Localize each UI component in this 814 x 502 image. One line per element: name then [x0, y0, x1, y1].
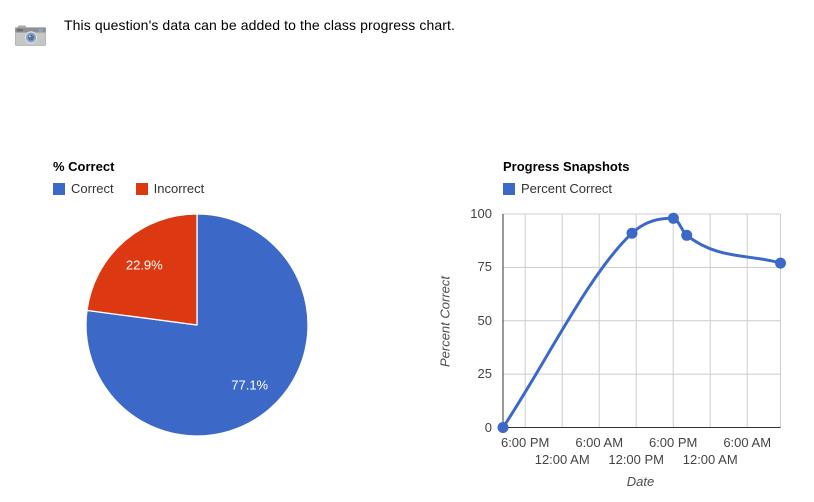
camera-viewfinder: [38, 28, 43, 32]
y-tick-label: 50: [477, 312, 492, 328]
data-point[interactable]: [775, 257, 786, 269]
data-point[interactable]: [667, 212, 679, 224]
data-point[interactable]: [497, 422, 509, 433]
camera-icon: [15, 25, 46, 46]
pie-slice-label: 77.1%: [231, 378, 268, 393]
data-point[interactable]: [626, 227, 638, 239]
pie-slice-incorrect[interactable]: [86, 213, 198, 326]
legend-label-correct: Correct: [71, 181, 114, 196]
y-tick-label: 100: [470, 206, 492, 221]
line-legend: Percent Correct: [503, 181, 612, 196]
camera-lens-glint: [28, 35, 31, 38]
x-tick-label: 6:00 PM: [500, 435, 550, 450]
legend-item-correct[interactable]: Correct: [53, 181, 114, 196]
legend-label-incorrect: Incorrect: [153, 181, 205, 196]
camera-detail: [17, 29, 23, 32]
legend-label-percent-correct: Percent Correct: [521, 181, 613, 196]
x-tick-label: 12:00 AM: [534, 452, 590, 467]
legend-swatch-correct: [53, 182, 65, 195]
line-chart-plot: [497, 212, 786, 433]
pie-chart-title: % Correct: [53, 159, 115, 174]
legend-swatch-incorrect: [135, 182, 148, 195]
pie-slice-label: 22.9%: [126, 257, 163, 272]
x-tick-label: 6:00 AM: [575, 435, 624, 450]
x-tick-label: 6:00 AM: [723, 435, 772, 450]
data-point[interactable]: [681, 229, 693, 241]
x-axis-title: Date: [626, 474, 655, 489]
pie-legend: Correct Incorrect: [53, 181, 204, 196]
line-chart-title: Progress Snapshots: [503, 159, 630, 174]
y-tick-label: 25: [477, 366, 492, 382]
legend-item-percent-correct[interactable]: Percent Correct: [503, 181, 612, 196]
x-tick-label: 6:00 PM: [648, 435, 698, 450]
legend-item-incorrect[interactable]: Incorrect: [135, 181, 205, 196]
legend-swatch-percent-correct: [503, 182, 515, 195]
intro-text: This question's data can be added to the…: [64, 17, 455, 33]
series-line-percent-correct: [501, 216, 782, 429]
x-tick-label: 12:00 AM: [682, 452, 738, 467]
y-tick-label: 0: [484, 419, 492, 435]
camera-lens-inner: [28, 34, 34, 41]
pie-chart: 77.1% 22.9%: [85, 213, 309, 437]
x-tick-label: 12:00 PM: [608, 452, 665, 467]
camera-top-band: [15, 27, 46, 33]
y-tick-label: 75: [477, 259, 492, 275]
